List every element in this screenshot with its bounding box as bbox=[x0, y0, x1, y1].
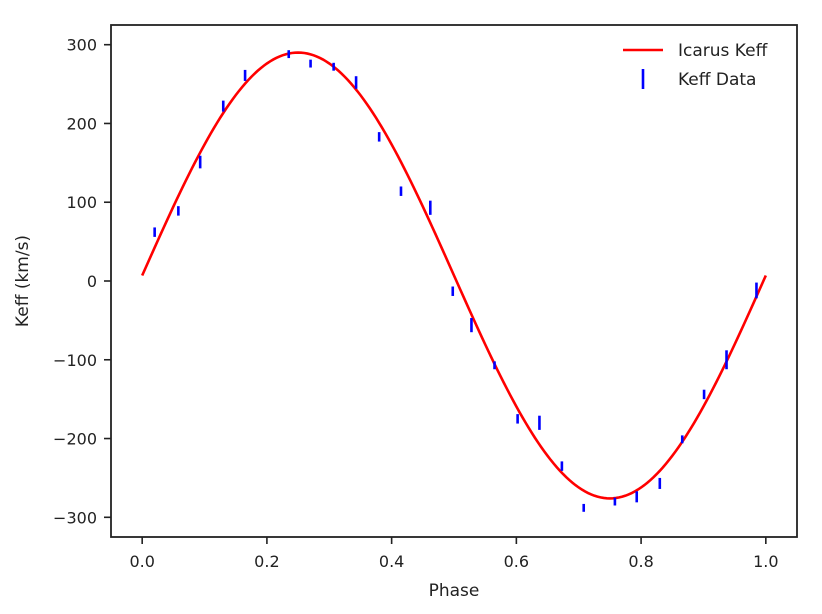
x-tick-label: 0.4 bbox=[379, 552, 404, 571]
model-curve-icarus-keff bbox=[140, 51, 768, 500]
y-tick-label: −200 bbox=[53, 430, 97, 449]
y-tick-label: −100 bbox=[53, 351, 97, 370]
y-tick-label: 200 bbox=[66, 114, 97, 133]
plot-area bbox=[111, 25, 797, 537]
legend-label-icarus-keff: Icarus Keff bbox=[678, 41, 769, 61]
plot-frame bbox=[110, 24, 798, 538]
legend-label-keff-data: Keff Data bbox=[678, 70, 756, 90]
y-tick-label: 100 bbox=[66, 193, 97, 212]
y-tick-label: −300 bbox=[53, 508, 97, 527]
y-tick-label: 300 bbox=[66, 36, 97, 55]
x-tick-label: 0.2 bbox=[254, 552, 279, 571]
y-tick-label: 0 bbox=[87, 272, 97, 291]
x-axis-ticks: 0.0 0.2 0.4 0.6 0.8 1.0 bbox=[129, 537, 779, 571]
x-tick-label: 0.0 bbox=[129, 552, 154, 571]
y-axis-label: Keff (km/s) bbox=[13, 235, 33, 327]
x-tick-label: 0.6 bbox=[504, 552, 529, 571]
x-tick-label: 1.0 bbox=[753, 552, 778, 571]
x-axis-label: Phase bbox=[429, 581, 480, 601]
legend: Icarus Keff Keff Data bbox=[623, 41, 769, 90]
data-points-keff-data bbox=[153, 50, 758, 512]
x-tick-label: 0.8 bbox=[628, 552, 653, 571]
y-axis-ticks: −300 −200 −100 0 100 200 300 bbox=[53, 36, 111, 527]
